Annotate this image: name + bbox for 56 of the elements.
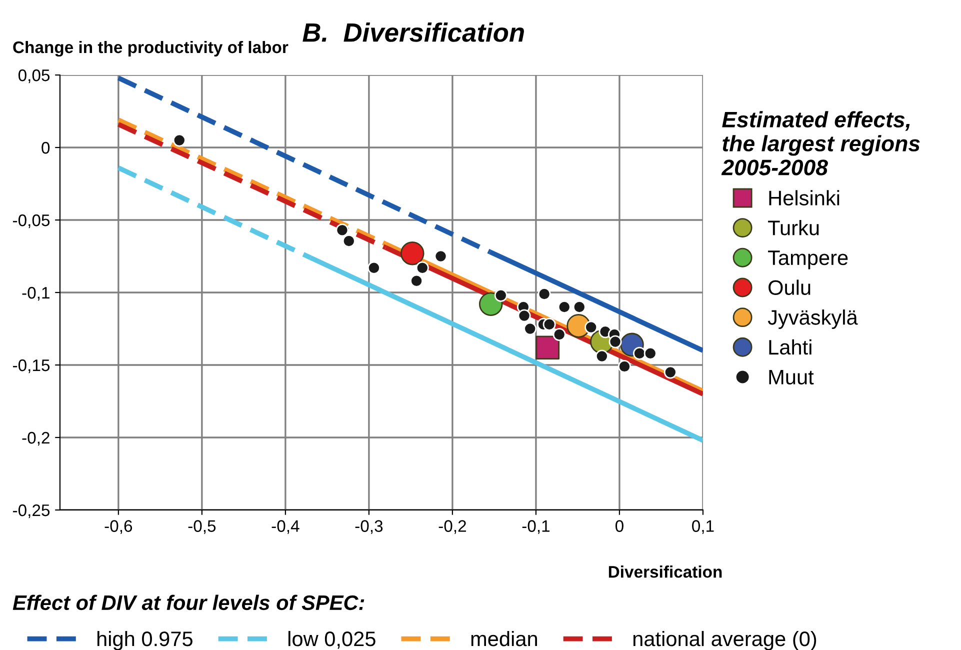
legend-label: Jyväskylä (768, 310, 858, 329)
point (608, 335, 622, 348)
point (664, 366, 677, 379)
x-tick-label: -0,1 (522, 520, 550, 534)
y-tick-label: -0,2 (22, 432, 50, 446)
legend-label: median (471, 630, 537, 646)
legend-label: low 0,025 (288, 630, 376, 649)
legend-label: Oulu (768, 280, 810, 295)
point (542, 318, 556, 331)
point (434, 250, 448, 263)
point (644, 346, 657, 360)
legend-label: Lahti (769, 339, 812, 355)
point (558, 300, 571, 314)
x-tick-label: -0,6 (104, 520, 132, 534)
x-tick-label: 0,1 (692, 520, 714, 534)
point (552, 328, 566, 342)
x-tick-label: -0,4 (272, 520, 300, 534)
point (494, 288, 508, 302)
legend-label: Muut (769, 370, 814, 384)
point (410, 274, 424, 288)
legend-label: national average (0) (633, 630, 816, 650)
y-tick-label: 0 (42, 142, 50, 154)
point (633, 346, 646, 360)
y-tick-label: -0,15 (13, 359, 50, 374)
x-tick-label: 0 (615, 520, 624, 532)
y-tick-label: -0,05 (13, 214, 50, 228)
point (367, 261, 380, 274)
y-tick-label: -0,25 (13, 504, 50, 518)
point (342, 234, 356, 248)
point (478, 292, 503, 316)
legend-label: Helsinki (769, 190, 840, 206)
legend-label: Turku (768, 220, 819, 236)
x-tick-label: -0,5 (188, 520, 216, 534)
x-tick-label: -0,3 (355, 520, 383, 534)
legend-title: Estimated effects, the largest regions 2005-2008 (721, 111, 920, 176)
chart-title: B. Diversification (302, 22, 524, 42)
legend-label: high 0.975 (97, 630, 192, 650)
point (572, 300, 586, 314)
point (538, 287, 551, 300)
point (518, 309, 531, 322)
point (400, 241, 424, 266)
point (595, 350, 608, 363)
x-tick-label: -0,2 (438, 520, 466, 534)
point (524, 322, 537, 336)
point (536, 336, 560, 360)
y-axis-title: Change in the productivity of labor (13, 40, 288, 57)
point (336, 224, 349, 237)
point (172, 134, 186, 147)
text: Effect of DIV at four levels of SPEC: (12, 594, 364, 610)
point (584, 320, 598, 334)
point (618, 360, 631, 373)
point (416, 261, 429, 274)
y-tick-label: 0,05 (18, 69, 50, 84)
x-axis-title: Diversification (608, 566, 722, 578)
y-tick-label: -0,1 (22, 286, 50, 301)
legend-label: Tampere (768, 250, 848, 270)
